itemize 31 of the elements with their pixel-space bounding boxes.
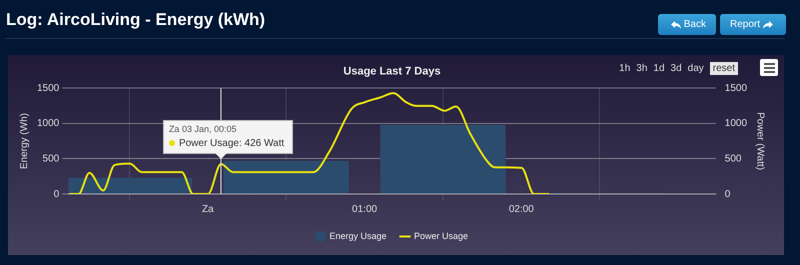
y2-tick-label: 1000 (724, 118, 748, 130)
y-tick-label: 0 (54, 188, 60, 200)
y2-axis-title: Power (Watt) (754, 112, 766, 170)
y2-tick-label: 500 (724, 153, 742, 164)
y2-tick-label: 0 (724, 188, 731, 200)
y-tick-label: 500 (42, 153, 60, 164)
x-tick-label: Za (202, 204, 214, 215)
chart-title: Log: AircoLiving - Energy (kWh) (6, 10, 266, 30)
bar (223, 160, 349, 194)
legend-label: Energy Usage (329, 230, 387, 241)
x-tick-label: 02:00 (508, 204, 534, 215)
text: 3h (636, 63, 648, 74)
text: Report (720, 14, 786, 35)
chart-subtitle: Usage Last 7 Days (343, 66, 441, 78)
bar (380, 124, 506, 194)
line-series (68, 92, 550, 194)
y2-tick-label: 1500 (724, 82, 748, 94)
annotation: Power Usage: 426 Watt (178, 138, 284, 149)
legend-label: Power Usage (414, 230, 468, 241)
annotation: Za 03 Jan, 00:05 (168, 124, 236, 134)
text: Back (658, 14, 716, 35)
y-axis-title: Energy (Wh) (18, 113, 30, 170)
text: 3d (670, 63, 682, 74)
text: day (688, 63, 704, 74)
x-tick-label: 01:00 (352, 204, 378, 215)
y-tick-label: 1000 (36, 118, 60, 130)
text: reset (710, 62, 738, 75)
bar (68, 178, 192, 194)
y-tick-label: 1500 (36, 82, 60, 94)
text: 1h (619, 63, 630, 74)
text: 1d (653, 63, 665, 74)
